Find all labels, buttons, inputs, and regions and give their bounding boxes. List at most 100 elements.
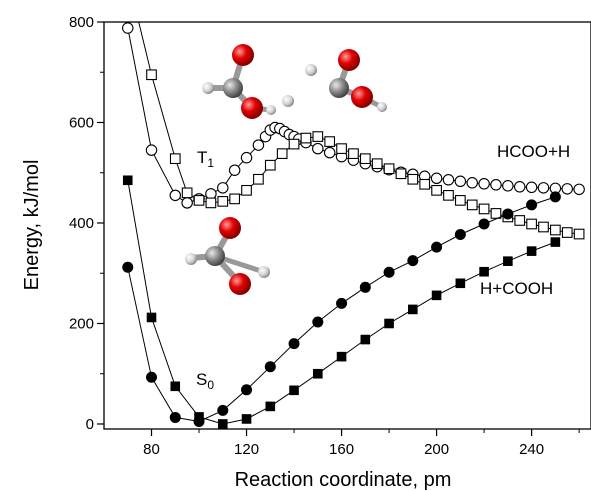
data-point bbox=[443, 190, 454, 201]
data-point bbox=[169, 153, 181, 165]
data-point bbox=[253, 173, 264, 185]
annotation-hcoo-h: HCOO+H bbox=[497, 142, 570, 161]
molecule-hcooh-upper-left bbox=[202, 44, 294, 119]
data-point bbox=[336, 143, 347, 154]
y-axis-title: Energy, kJ/mol bbox=[21, 160, 43, 291]
data-point bbox=[454, 195, 466, 206]
data-point bbox=[181, 197, 193, 209]
data-point bbox=[513, 181, 526, 193]
data-point bbox=[146, 312, 157, 323]
data-point bbox=[312, 142, 324, 155]
data-point bbox=[478, 178, 490, 190]
data-point bbox=[217, 182, 229, 194]
data-point bbox=[240, 151, 253, 164]
data-point bbox=[503, 256, 513, 266]
data-point bbox=[561, 183, 573, 195]
data-point bbox=[395, 168, 407, 180]
x-tick-label: 240 bbox=[519, 441, 544, 458]
annotation-t1-base: T bbox=[197, 148, 207, 167]
data-point bbox=[360, 334, 371, 345]
data-point bbox=[478, 218, 490, 230]
data-point bbox=[538, 221, 549, 233]
data-point bbox=[514, 215, 526, 226]
data-point bbox=[169, 411, 181, 423]
data-point bbox=[408, 304, 418, 315]
data-point bbox=[146, 371, 158, 383]
data-point bbox=[217, 419, 228, 429]
data-point bbox=[490, 179, 502, 191]
data-point bbox=[229, 193, 241, 205]
data-point bbox=[431, 241, 443, 253]
data-point bbox=[336, 351, 347, 362]
data-point bbox=[241, 384, 253, 396]
y-tick-label: 800 bbox=[69, 14, 94, 31]
data-point bbox=[549, 191, 561, 203]
annotation-h-cooh: H+COOH bbox=[480, 279, 553, 298]
annotation-s0-base: S bbox=[196, 370, 207, 389]
data-point bbox=[122, 261, 134, 273]
data-point bbox=[550, 224, 561, 236]
data-point bbox=[384, 318, 394, 329]
data-point bbox=[490, 208, 502, 219]
data-point bbox=[431, 290, 442, 301]
data-point bbox=[217, 196, 229, 207]
data-point bbox=[359, 281, 371, 293]
data-point bbox=[300, 132, 312, 144]
data-point bbox=[466, 199, 478, 211]
data-point bbox=[455, 278, 466, 289]
data-point bbox=[383, 266, 395, 278]
data-point bbox=[323, 146, 336, 159]
series-filled-circle bbox=[122, 191, 561, 427]
data-point bbox=[312, 316, 324, 328]
y-tick-label: 0 bbox=[86, 416, 94, 433]
data-point bbox=[525, 181, 538, 194]
data-point bbox=[312, 131, 324, 142]
y-tick-label: 400 bbox=[69, 215, 94, 232]
y-tick-label: 200 bbox=[69, 315, 94, 332]
data-point bbox=[264, 361, 276, 373]
data-point bbox=[122, 22, 134, 34]
series-line bbox=[127, 196, 556, 423]
data-point bbox=[336, 297, 348, 309]
data-point bbox=[205, 188, 217, 200]
data-point bbox=[479, 266, 489, 277]
data-point bbox=[454, 229, 466, 241]
data-point bbox=[430, 172, 443, 185]
data-point bbox=[348, 148, 359, 159]
molecule-hcooh-upper-right bbox=[305, 49, 387, 112]
data-point bbox=[466, 177, 478, 189]
axes: 80 120 160 200 240 0 200 400 600 800 bbox=[69, 14, 591, 458]
data-point bbox=[145, 144, 158, 156]
data-point bbox=[431, 184, 442, 196]
data-point bbox=[122, 175, 133, 186]
x-tick-label: 80 bbox=[143, 441, 160, 458]
data-point bbox=[502, 180, 514, 192]
data-point bbox=[526, 218, 537, 230]
data-point bbox=[252, 139, 265, 151]
data-point bbox=[359, 153, 371, 165]
data-point bbox=[442, 174, 455, 186]
data-point bbox=[146, 69, 157, 81]
data-point bbox=[526, 199, 538, 211]
x-tick-label: 120 bbox=[234, 441, 259, 458]
data-point bbox=[241, 414, 252, 424]
x-axis-title: Reaction coordinate, pm bbox=[235, 469, 452, 491]
data-point bbox=[289, 385, 299, 396]
annotation-s0: S0 bbox=[196, 370, 214, 392]
data-point bbox=[288, 138, 300, 150]
data-point bbox=[169, 189, 182, 202]
annotation-s0-sub: 0 bbox=[207, 378, 214, 392]
series-layer bbox=[122, 22, 585, 429]
data-point bbox=[502, 208, 514, 220]
annotation-t1: T1 bbox=[197, 148, 214, 170]
plot-frame bbox=[103, 21, 591, 430]
data-point bbox=[228, 164, 241, 176]
data-point bbox=[181, 187, 193, 199]
data-point bbox=[205, 197, 217, 209]
molecule-illustrations bbox=[185, 44, 387, 295]
data-point bbox=[550, 237, 561, 247]
data-point bbox=[383, 163, 395, 175]
annotation-t1-sub: 1 bbox=[207, 156, 214, 170]
data-point bbox=[573, 183, 585, 196]
